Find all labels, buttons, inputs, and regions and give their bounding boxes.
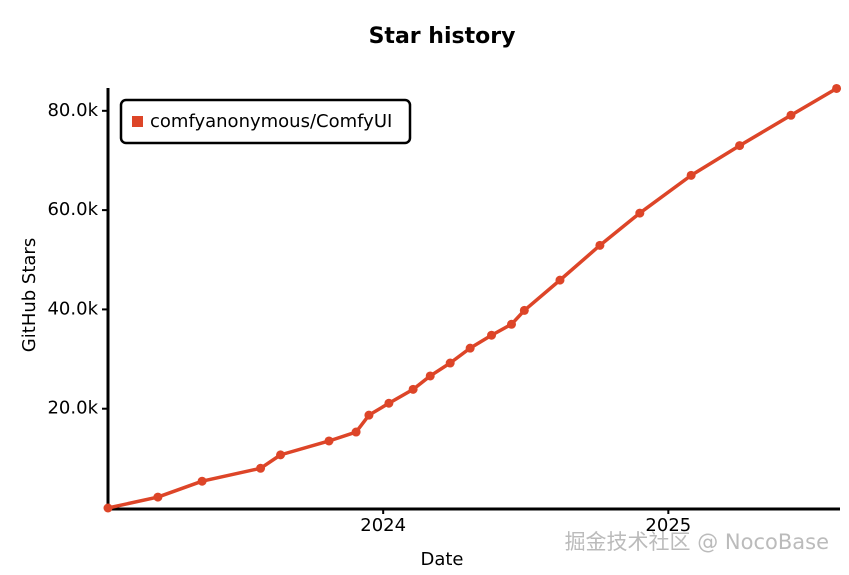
legend-label: comfyanonymous/ComfyUI (150, 111, 392, 132)
y-tick-label: 40.0k (47, 298, 98, 319)
data-point (197, 476, 207, 486)
data-point (487, 330, 497, 340)
data-point (519, 305, 529, 315)
data-point (153, 492, 163, 502)
data-point (786, 110, 796, 120)
data-point (635, 208, 645, 218)
data-line (106, 86, 839, 510)
y-axis-label: GitHub Stars (19, 238, 40, 352)
data-point (324, 436, 334, 446)
data-point (408, 384, 418, 394)
data-point (276, 450, 286, 460)
data-point (735, 141, 745, 151)
data-point (384, 398, 394, 408)
y-tick-label: 60.0k (47, 199, 98, 220)
data-point (364, 410, 374, 420)
data-point (595, 240, 605, 250)
y-tick-label: 80.0k (47, 100, 98, 121)
data-point (686, 170, 696, 180)
data-point (425, 371, 435, 381)
data-point (103, 503, 113, 513)
legend-swatch (132, 116, 143, 127)
data-point (465, 343, 475, 353)
x-tick-label: 2024 (360, 515, 406, 536)
legend-box (119, 98, 412, 145)
chart-title: Star history (369, 24, 516, 49)
x-axis-label: Date (420, 549, 463, 570)
watermark: 掘金技术社区 @ NocoBase (565, 530, 829, 554)
data-point (832, 83, 842, 93)
y-tick-label: 20.0k (47, 398, 98, 419)
data-point (555, 275, 565, 285)
x-tick-label: 2025 (645, 515, 691, 536)
data-point (256, 463, 266, 473)
data-point (506, 319, 516, 329)
data-point (351, 427, 361, 437)
data-point (445, 358, 455, 368)
